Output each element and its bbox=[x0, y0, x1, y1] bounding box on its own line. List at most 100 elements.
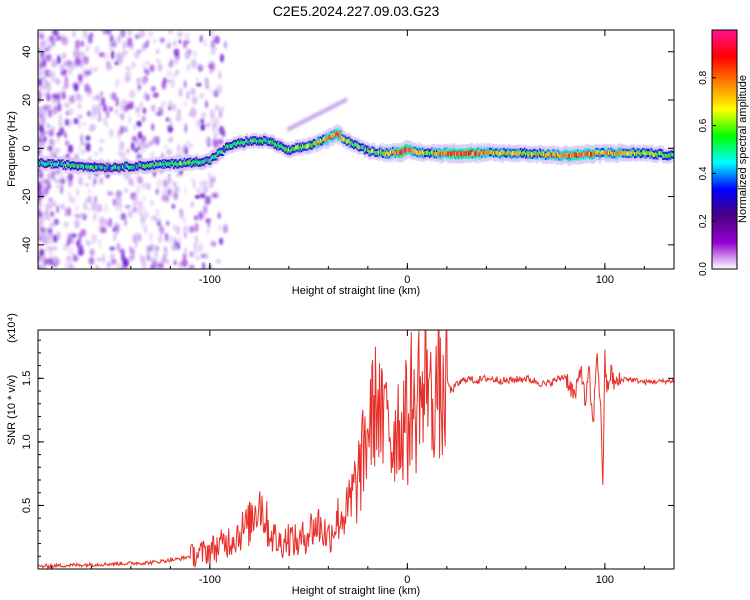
noise-blob bbox=[56, 56, 61, 65]
noise-blob bbox=[133, 124, 137, 131]
noise-blob bbox=[100, 226, 106, 234]
noise-blob bbox=[79, 50, 84, 59]
noise-blob bbox=[103, 203, 109, 214]
noise-blob bbox=[50, 170, 56, 179]
noise-blob bbox=[86, 206, 91, 211]
colorbar-gradient bbox=[711, 29, 738, 270]
noise-blob bbox=[101, 97, 106, 106]
noise-blob bbox=[70, 94, 76, 104]
noise-blob bbox=[163, 248, 169, 258]
snr-scale-label: (x10⁴) bbox=[6, 313, 18, 343]
y-tick-label: 20 bbox=[21, 94, 33, 106]
noise-blob bbox=[69, 108, 74, 116]
snr-axes: -100 0 100 0.5 1.0 1.5 bbox=[21, 330, 674, 586]
noise-blob bbox=[190, 88, 196, 96]
snr-frame bbox=[37, 329, 675, 570]
noise-blob bbox=[124, 127, 128, 133]
noise-blob bbox=[219, 105, 225, 113]
noise-blob bbox=[171, 204, 176, 209]
noise-blob bbox=[150, 215, 158, 221]
noise-blob bbox=[146, 182, 151, 191]
noise-blob bbox=[176, 172, 180, 177]
noise-blob bbox=[138, 131, 142, 140]
noise-blob bbox=[139, 211, 143, 217]
noise-blob bbox=[189, 251, 195, 258]
noise-blob bbox=[59, 65, 65, 72]
noise-blob bbox=[214, 117, 220, 126]
noise-blob bbox=[203, 179, 208, 188]
noise-blob bbox=[148, 140, 154, 147]
noise-blob bbox=[46, 123, 51, 129]
noise-blob bbox=[205, 122, 211, 128]
noise-blob bbox=[49, 35, 55, 42]
noise-blob bbox=[91, 112, 94, 122]
noise-blob bbox=[166, 79, 172, 84]
noise-blob bbox=[41, 253, 46, 263]
noise-blob bbox=[64, 258, 71, 266]
noise-blob bbox=[194, 235, 198, 241]
noise-blob bbox=[208, 172, 212, 179]
noise-blob bbox=[136, 120, 142, 127]
noise-blob bbox=[193, 241, 197, 249]
noise-blob bbox=[86, 110, 92, 117]
noise-blob bbox=[145, 60, 150, 66]
noise-blob bbox=[74, 219, 80, 229]
noise-blob bbox=[129, 89, 136, 99]
noise-blob bbox=[38, 230, 42, 238]
noise-blob bbox=[183, 225, 189, 234]
noise-blob bbox=[73, 213, 78, 218]
noise-blob bbox=[77, 102, 82, 110]
noise-blob bbox=[219, 237, 224, 245]
noise-blob bbox=[74, 57, 81, 66]
y-tick-label: 1.0 bbox=[21, 434, 33, 449]
noise-blob bbox=[77, 73, 83, 82]
noise-blob bbox=[112, 234, 117, 242]
noise-blob bbox=[142, 78, 146, 86]
noise-blob bbox=[47, 70, 52, 78]
noise-blob bbox=[175, 113, 182, 122]
noise-blob bbox=[149, 243, 155, 250]
noise-blob bbox=[196, 187, 201, 194]
noise-blob bbox=[109, 35, 114, 43]
noise-blob bbox=[133, 200, 138, 206]
noise-blob bbox=[215, 37, 220, 45]
noise-blob bbox=[181, 258, 188, 268]
noise-blob bbox=[72, 30, 76, 38]
noise-blob bbox=[199, 35, 203, 43]
noise-blob bbox=[97, 117, 102, 123]
noise-blob bbox=[121, 98, 127, 106]
noise-blob bbox=[200, 123, 206, 131]
noise-blob bbox=[68, 60, 73, 66]
spectrogram-plot-area bbox=[38, 30, 674, 269]
colorbar-tick-label: 0.2 bbox=[698, 214, 709, 228]
noise-blob bbox=[129, 254, 133, 262]
noise-blob bbox=[200, 118, 205, 124]
spectrogram-y-axis-label: Frequency (Hz) bbox=[6, 111, 18, 187]
noise-blob bbox=[108, 217, 113, 228]
noise-blob bbox=[89, 248, 95, 257]
noise-blob bbox=[146, 39, 150, 45]
noise-blob bbox=[195, 255, 201, 261]
noise-blob bbox=[216, 84, 223, 94]
noise-blob bbox=[96, 93, 100, 102]
noise-blob bbox=[123, 188, 129, 194]
noise-blob bbox=[186, 63, 191, 72]
noise-blob bbox=[183, 217, 186, 224]
noise-blob bbox=[156, 58, 161, 64]
noise-blob bbox=[140, 182, 147, 190]
y-tick-label: 0.5 bbox=[21, 498, 33, 513]
noise-blob bbox=[136, 78, 140, 83]
noise-blob bbox=[153, 250, 159, 258]
noise-blob bbox=[91, 233, 97, 244]
noise-blob bbox=[126, 103, 133, 110]
noise-blob bbox=[146, 249, 151, 259]
streak-blob bbox=[343, 97, 348, 103]
noise-blob bbox=[47, 174, 52, 180]
noise-blob bbox=[158, 234, 163, 244]
noise-blob bbox=[47, 44, 50, 53]
noise-blob bbox=[204, 252, 209, 260]
colorbar-tick-label: 0.6 bbox=[698, 118, 709, 132]
noise-blob bbox=[120, 212, 127, 221]
noise-blob bbox=[79, 213, 85, 219]
